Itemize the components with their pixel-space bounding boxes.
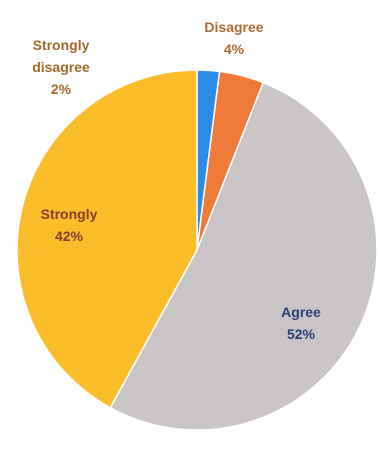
pie-slice-label-0: Strongly disagree 2%	[32, 37, 90, 97]
pie-slices	[16, 69, 378, 431]
pie-slice-label-2: Agree 52%	[281, 304, 321, 342]
pie-slice-label-line: disagree	[32, 59, 90, 75]
pie-slice-label-line: 4%	[224, 41, 245, 57]
pie-slice-2	[109, 81, 378, 431]
pie-slice-label-line: 52%	[287, 326, 316, 342]
pie-slice-label-1: Disagree 4%	[204, 19, 263, 57]
pie-slice-label-line: 42%	[55, 228, 84, 244]
pie-slice-label-line: Strongly	[33, 37, 90, 53]
pie-labels: Strongly disagree 2% Disagree 4% Agree 52% Stro…	[32, 19, 321, 342]
pie-slice-label-line: Agree	[281, 304, 321, 320]
pie-slice-3	[16, 69, 198, 409]
pie-slice-label-3: Strongly 42%	[41, 206, 98, 244]
pie-slice-label-line: Strongly	[41, 206, 98, 222]
pie-slice-label-line: Disagree	[204, 19, 263, 35]
pie-slice-label-line: 2%	[51, 81, 72, 97]
